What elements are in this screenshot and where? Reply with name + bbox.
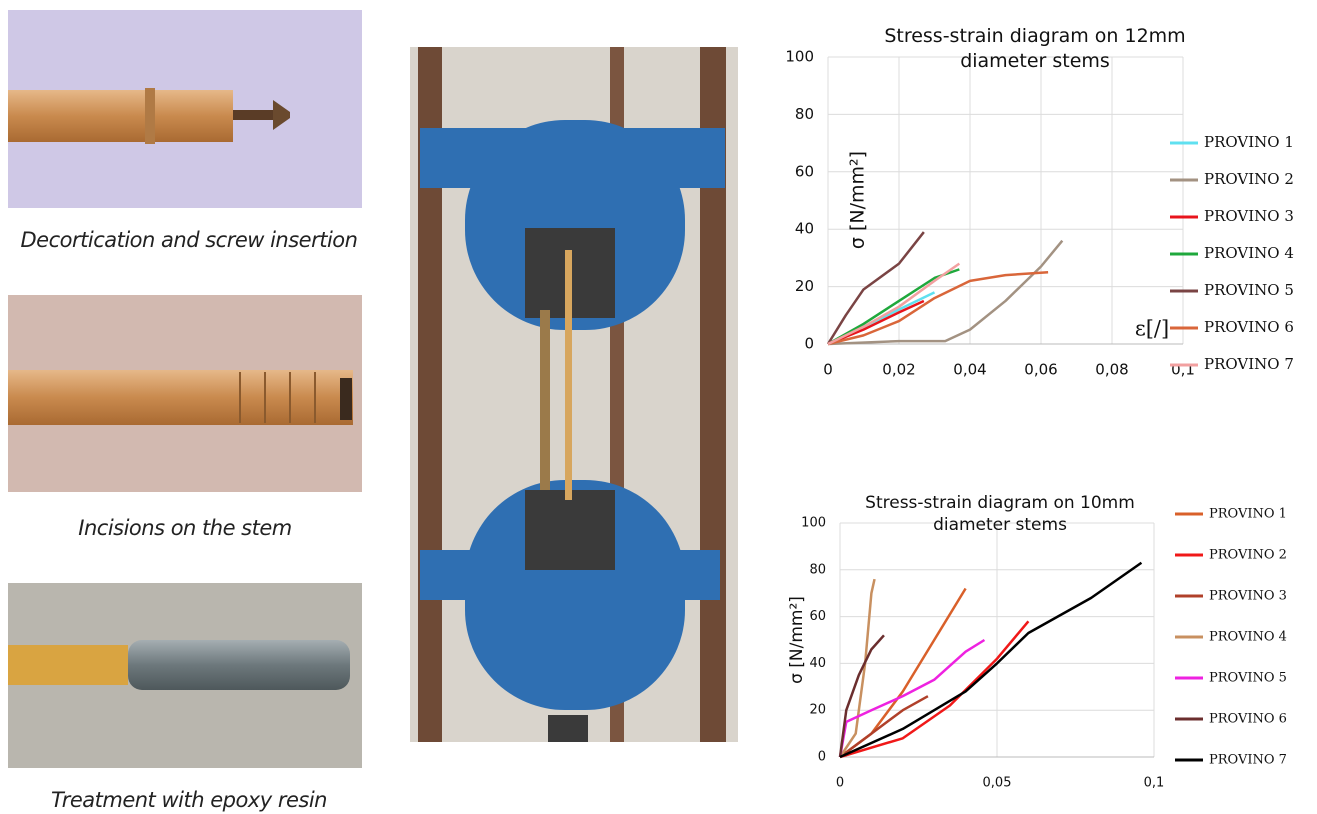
x-tick-label: 0,1 <box>1144 776 1165 791</box>
legend-label: PROVINO 3 <box>1209 589 1287 604</box>
legend-label: PROVINO 4 <box>1209 630 1287 645</box>
series-line <box>840 563 1141 757</box>
x-tick-label: 0,05 <box>983 776 1012 791</box>
x-axis-label: ε[/] <box>1135 317 1169 341</box>
photo-incisions <box>8 295 362 492</box>
series-line <box>828 272 1048 344</box>
legend-label: PROVINO 5 <box>1209 671 1287 686</box>
chart-title: Stress-strain diagram on 12mm diameter s… <box>845 24 1225 73</box>
y-axis-label: σ [N/mm²] <box>847 151 869 249</box>
page: 0 20 40 60 80 100 0 0,02 0,04 0,06 0,08 0,1 σ [N/mm²… <box>0 0 1317 814</box>
legend-label: PROVINO 7 <box>1204 355 1294 373</box>
y-tick-label: 80 <box>809 562 826 577</box>
y-tick-label: 100 <box>785 48 814 66</box>
legend-label: PROVINO 6 <box>1204 318 1294 336</box>
legend-label: PROVINO 5 <box>1204 281 1294 299</box>
y-tick-label: 0 <box>818 750 826 765</box>
caption: Decortication and screw insertion <box>4 228 374 252</box>
y-axis-label: σ [N/mm²] <box>787 596 807 684</box>
x-tick-label: 0 <box>836 776 844 791</box>
x-tick-label: 0,02 <box>882 361 915 379</box>
figure: 0 20 40 60 80 100 0 0,02 0,04 0,06 0,08 0,1 σ [N/mm²… <box>0 0 1317 814</box>
legend-label: PROVINO 3 <box>1204 207 1294 225</box>
x-tick-label: 0,1 <box>1171 361 1195 379</box>
photo-testing-machine <box>410 47 738 742</box>
y-tick-label: 40 <box>795 220 814 238</box>
legend-label: PROVINO 2 <box>1209 548 1287 563</box>
series-line <box>828 232 924 344</box>
legend-label: PROVINO 6 <box>1209 712 1287 727</box>
x-tick-label: 0 <box>823 361 833 379</box>
y-tick-label: 100 <box>801 516 826 531</box>
caption: Incisions on the stem <box>0 516 370 540</box>
x-tick-label: 0,06 <box>1024 361 1057 379</box>
y-tick-label: 80 <box>795 105 814 123</box>
x-tick-label: 0,08 <box>1095 361 1128 379</box>
legend-label: PROVINO 4 <box>1204 244 1294 262</box>
legend-label: PROVINO 1 <box>1204 133 1294 151</box>
legend-label: PROVINO 2 <box>1204 170 1294 188</box>
y-tick-label: 20 <box>809 703 826 718</box>
photo-resin <box>8 583 362 768</box>
y-tick-label: 40 <box>809 656 826 671</box>
photo-screw <box>8 10 362 208</box>
y-tick-label: 60 <box>795 162 814 180</box>
y-tick-label: 20 <box>795 277 814 295</box>
x-tick-label: 0,04 <box>953 361 986 379</box>
legend-label: PROVINO 1 <box>1209 507 1287 522</box>
legend-label: PROVINO 7 <box>1209 753 1287 768</box>
y-tick-label: 0 <box>804 335 814 353</box>
caption: Treatment with epoxy resin <box>4 788 374 812</box>
series-line <box>828 269 959 344</box>
chart-title: Stress-strain diagram on 10mm diameter s… <box>840 492 1160 536</box>
y-tick-label: 60 <box>809 609 826 624</box>
